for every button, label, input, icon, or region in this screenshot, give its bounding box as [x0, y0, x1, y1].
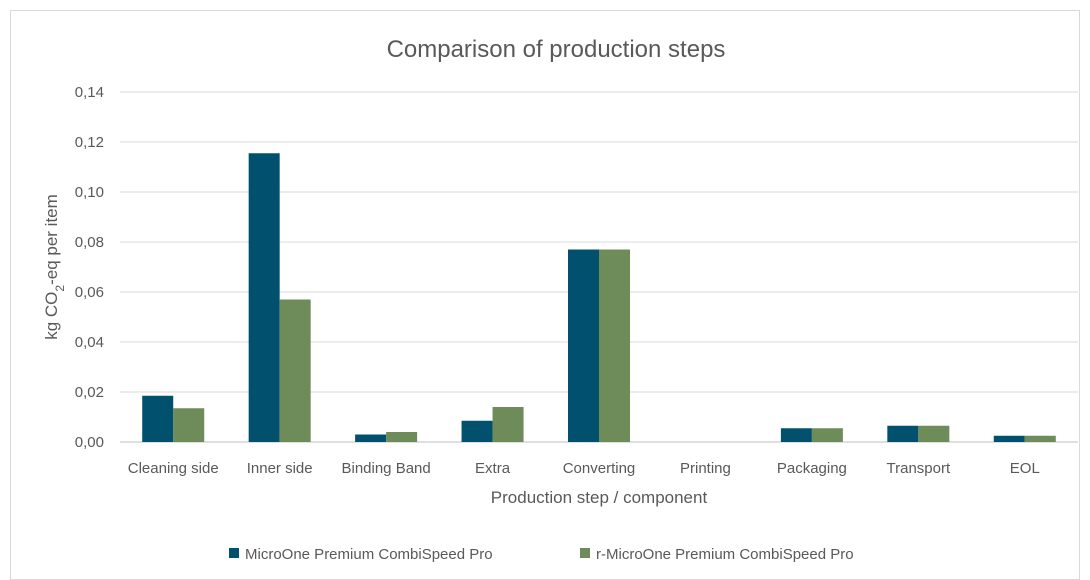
bar-series-2	[1024, 435, 1056, 442]
bar-series-2	[173, 408, 205, 442]
bars	[142, 153, 1056, 442]
x-tick-label: Cleaning side	[128, 460, 219, 477]
y-tick-labels: 0,00 0,02 0,04 0,06 0,08 0,10 0,12 0,14	[75, 84, 104, 451]
legend-swatch-series-1	[229, 548, 239, 558]
y-tick-label: 0,06	[75, 284, 104, 301]
y-axis-title-prefix: kg CO	[42, 292, 61, 340]
x-tick-label: EOL	[1010, 460, 1040, 477]
y-tick-label: 0,10	[75, 184, 104, 201]
bar-series-1	[780, 428, 812, 442]
x-tick-label: Inner side	[247, 460, 313, 477]
y-tick-label: 0,08	[75, 234, 104, 251]
bar-series-1	[887, 425, 919, 442]
bar-series-2	[599, 249, 630, 442]
bar-series-2	[811, 428, 843, 442]
y-tick-label: 0,04	[75, 334, 104, 351]
bar-series-1	[355, 434, 387, 442]
bar-series-1	[142, 395, 174, 442]
y-axis-title: kg CO2-eq per item	[42, 194, 67, 340]
x-tick-label: Binding Band	[341, 460, 430, 477]
x-tick-label: Extra	[475, 460, 511, 477]
bar-series-2	[386, 432, 418, 442]
bar-series-2	[918, 425, 950, 442]
bar-series-1	[248, 153, 280, 442]
legend-swatch-series-2	[580, 548, 590, 558]
x-tick-labels: Cleaning side Inner side Binding Band Extra…	[128, 460, 1040, 477]
bar-series-2	[492, 407, 524, 442]
x-tick-label: Converting	[563, 460, 636, 477]
y-tick-label: 0,00	[75, 434, 104, 451]
x-tick-label: Transport	[887, 460, 951, 477]
y-tick-label: 0,02	[75, 384, 104, 401]
legend: MicroOne Premium CombiSpeed Pro r-MicroO…	[229, 546, 854, 563]
x-axis-title: Production step / component	[491, 488, 708, 507]
bar-series-2	[279, 299, 311, 442]
x-tick-label: Printing	[680, 460, 731, 477]
bar-series-1	[568, 249, 599, 442]
x-tick-label: Packaging	[777, 460, 847, 477]
legend-label-series-1: MicroOne Premium CombiSpeed Pro	[245, 546, 493, 563]
y-tick-label: 0,14	[75, 84, 104, 101]
chart-title: Comparison of production steps	[387, 36, 726, 63]
y-axis-title-suffix: -eq per item	[42, 194, 61, 285]
y-tick-label: 0,12	[75, 134, 104, 151]
bar-series-1	[461, 420, 493, 442]
y-axis-title-subscript: 2	[53, 285, 67, 292]
bar-series-1	[993, 435, 1025, 442]
chart-frame	[10, 10, 1080, 580]
legend-label-series-2: r-MicroOne Premium CombiSpeed Pro	[596, 546, 854, 563]
